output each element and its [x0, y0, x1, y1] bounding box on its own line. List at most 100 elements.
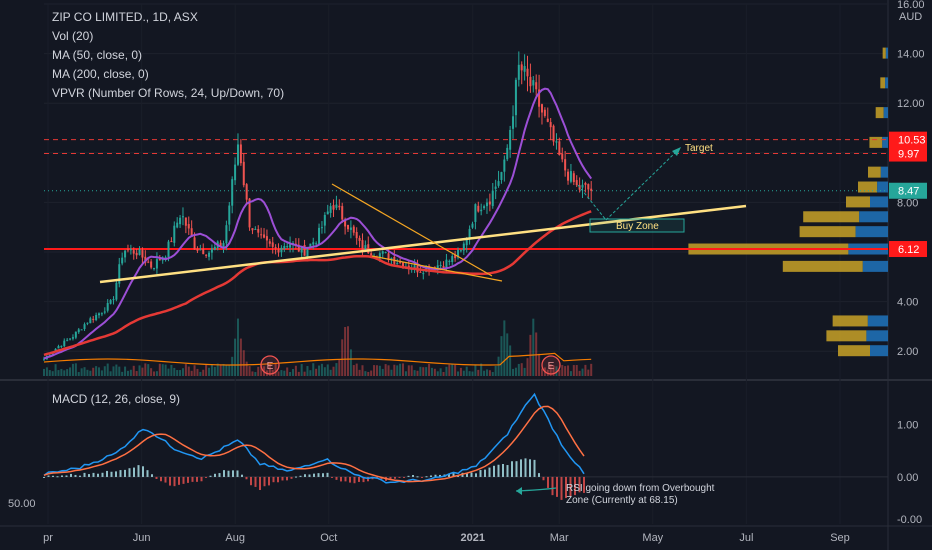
macd-histogram-bar: [133, 467, 135, 477]
time-tick-label: 2021: [461, 532, 485, 544]
volume-bar: [454, 364, 457, 376]
volume-bar: [147, 364, 150, 376]
macd-histogram-bar: [560, 476, 563, 500]
volume-bar: [358, 369, 361, 376]
macd-histogram-bar: [106, 470, 108, 477]
candle-body: [150, 261, 153, 268]
candle-body: [396, 263, 399, 265]
volume-bar: [306, 366, 309, 376]
candle-body: [402, 262, 405, 269]
time-tick-label: May: [642, 532, 663, 544]
candle-body: [283, 245, 286, 250]
macd-histogram-bar: [151, 474, 153, 477]
candle-body: [575, 180, 578, 186]
macd-histogram-bar: [529, 459, 531, 477]
volume-bar: [89, 370, 92, 376]
candle-body: [465, 238, 468, 246]
volume-bar: [439, 368, 442, 376]
time-tick-label: Aug: [225, 532, 245, 544]
volume-bar: [83, 367, 86, 376]
macd-histogram-bar: [191, 476, 194, 482]
candle-body: [358, 237, 361, 241]
macd-histogram-bar: [335, 476, 338, 480]
target-arrow: [605, 149, 679, 221]
volume-bar: [509, 345, 512, 376]
candle-body: [100, 313, 103, 315]
candle-body: [439, 264, 442, 266]
candle-body: [514, 79, 517, 116]
macd-histogram-bar: [502, 463, 504, 477]
candle-body: [483, 206, 486, 209]
symbol-title[interactable]: ZIP CO LIMITED., 1D, ASX: [52, 10, 198, 24]
ma50-indicator[interactable]: MA (50, close, 0): [52, 48, 143, 62]
volume-bar: [402, 363, 405, 376]
candle-body: [436, 265, 439, 269]
macd-histogram-bar: [403, 476, 405, 478]
volume-bar: [416, 370, 419, 376]
macd-histogram-bar: [74, 474, 77, 477]
macd-histogram-bar: [484, 469, 486, 477]
vpvr-up-bar: [885, 77, 888, 89]
candle-body: [349, 227, 352, 230]
vpvr-down-bar: [882, 47, 886, 59]
macd-histogram-bar: [407, 475, 410, 477]
horizontal-levels: [44, 139, 888, 251]
vpvr-up-bar: [866, 330, 888, 342]
volume-bar: [176, 370, 179, 376]
time-tick-label: Jul: [739, 532, 753, 544]
volume-bar: [199, 371, 202, 376]
volume-bar: [445, 366, 448, 376]
candle-body: [503, 159, 506, 172]
price-tick-label: 14.00: [897, 49, 925, 61]
macd-histogram-bar: [398, 476, 401, 478]
volume-bar: [132, 365, 135, 376]
candle-body: [332, 205, 335, 210]
vol-indicator[interactable]: Vol (20): [52, 29, 94, 43]
candle-body: [199, 249, 202, 251]
volume-bar: [184, 364, 187, 376]
candle-body: [126, 249, 129, 251]
volume-bar: [48, 370, 51, 376]
volume-bar: [494, 365, 497, 376]
macd-histogram-bar: [272, 476, 275, 483]
vpvr-up-bar: [880, 166, 888, 178]
macd-histogram-bar: [488, 467, 491, 477]
macd-histogram-bar: [277, 476, 279, 483]
macd-histogram-bar: [173, 476, 176, 487]
candle-body: [263, 234, 266, 238]
volume-bar: [471, 371, 474, 376]
volume-bar: [367, 371, 370, 376]
vpvr-indicator[interactable]: VPVR (Number Of Rows, 24, Up/Down, 70): [52, 86, 285, 100]
candle-body: [344, 220, 347, 227]
volume-bar: [181, 368, 184, 376]
volume-bar: [564, 366, 567, 376]
volume-bars: [42, 318, 593, 376]
volume-bar: [161, 364, 164, 376]
macd-histogram-bar: [344, 476, 347, 482]
candle-body: [109, 300, 112, 304]
vpvr-up-bar: [870, 345, 888, 357]
wedge-upper-line: [331, 183, 493, 277]
candle-body: [474, 204, 477, 222]
volume-bar: [390, 369, 393, 376]
candle-body: [480, 209, 483, 212]
ma200-indicator[interactable]: MA (200, close, 0): [52, 67, 149, 81]
volume-bar: [413, 370, 416, 376]
macd-tick-label: 1.00: [897, 420, 918, 432]
volume-bar: [257, 366, 260, 376]
volume-bar: [465, 366, 468, 376]
candle-body: [303, 245, 306, 256]
candle-body: [228, 205, 231, 225]
macd-histogram-bar: [52, 475, 54, 477]
volume-bar: [399, 363, 402, 376]
candle-body: [42, 358, 46, 360]
volume-bar: [66, 369, 69, 376]
vpvr-down-bar: [846, 196, 870, 208]
volume-bar: [361, 365, 364, 376]
volume-bar: [468, 371, 471, 376]
candle-body: [323, 214, 326, 226]
macd-legend[interactable]: MACD (12, 26, close, 9): [52, 392, 181, 406]
candle-body: [306, 249, 309, 258]
